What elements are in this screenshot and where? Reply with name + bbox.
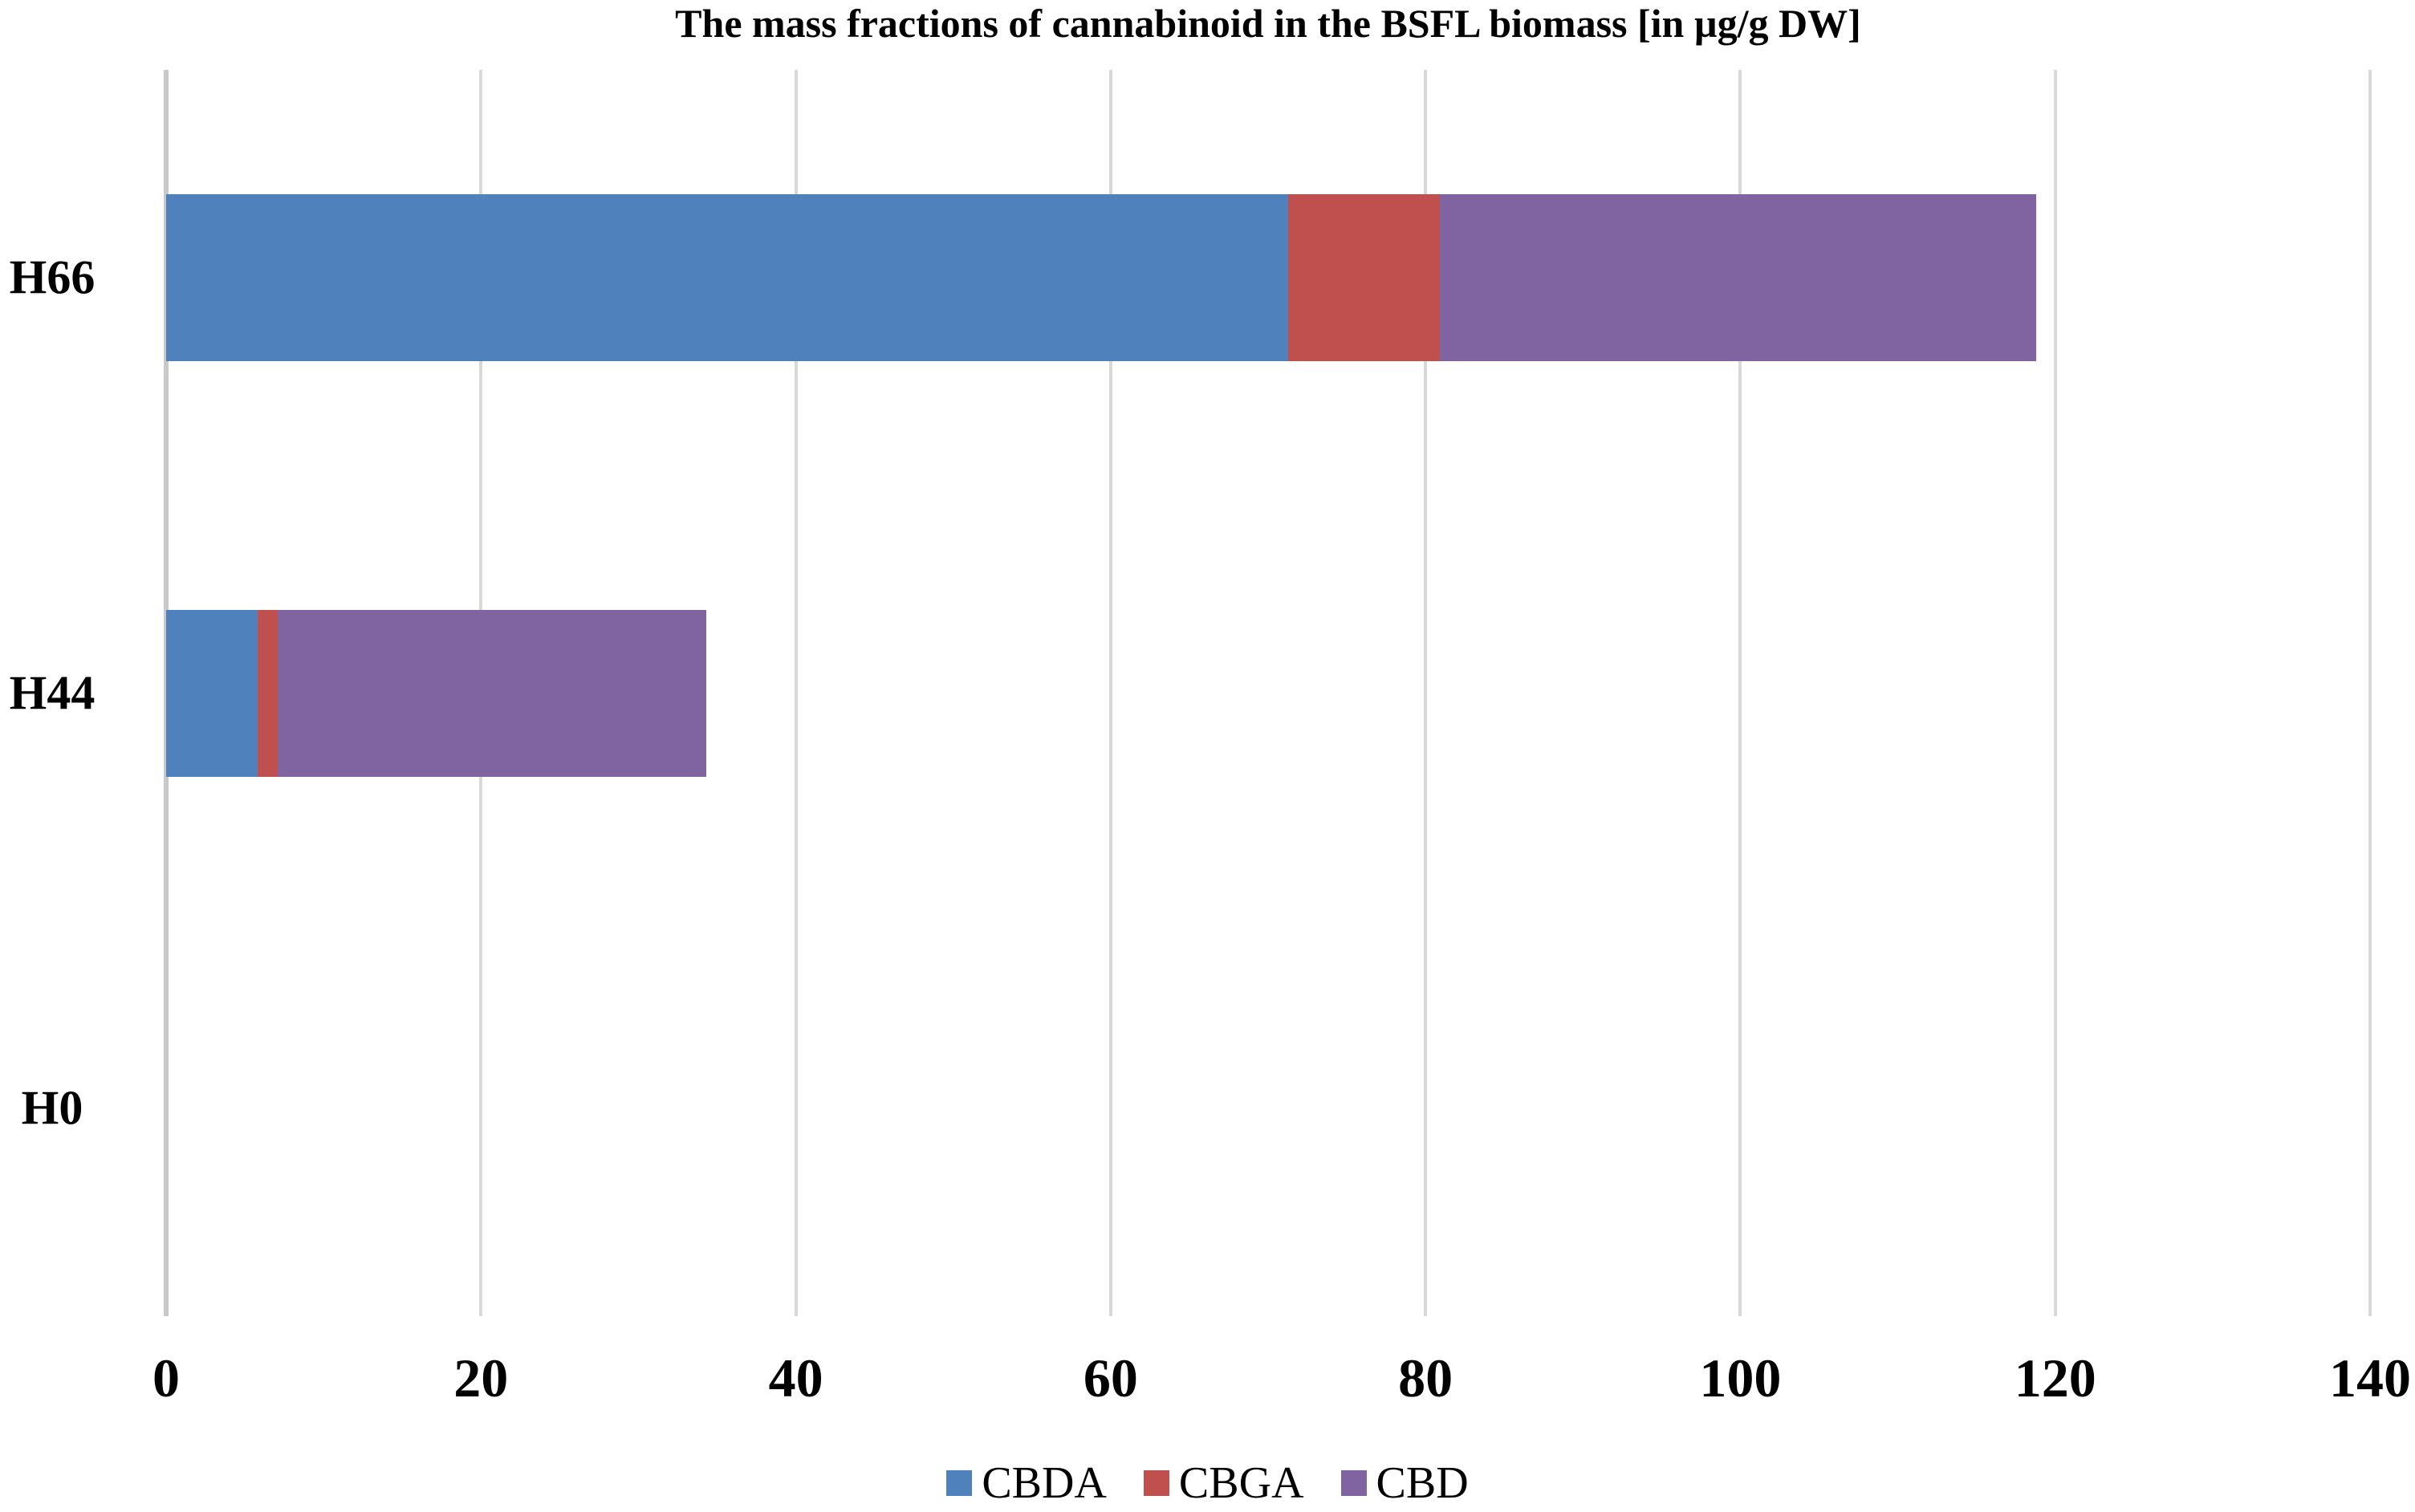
legend-swatch-cbd [1340, 1470, 1367, 1496]
category-label-h66: H66 [9, 250, 96, 304]
legend-item-cbga: CBGA [1143, 1457, 1304, 1509]
gridline [1424, 70, 1428, 1316]
x-tick-label: 40 [768, 1347, 823, 1408]
legend-item-cbda: CBDA [946, 1457, 1107, 1509]
legend-item-cbd: CBD [1340, 1457, 1469, 1509]
bar-segment-cbda-h66 [166, 193, 1289, 361]
gridline [1738, 70, 1742, 1316]
gridline [1108, 70, 1112, 1316]
legend-label: CBGA [1178, 1458, 1304, 1508]
bar-segment-cbd-h66 [1439, 193, 2037, 361]
category-axis: H66 H44 H0 [0, 70, 104, 1316]
category-label-h0: H0 [21, 1081, 83, 1135]
x-tick-label: 0 [152, 1347, 180, 1408]
bar-segment-cbga-h44 [257, 609, 278, 777]
x-tick-label: 120 [2014, 1347, 2096, 1408]
category-label-h44: H44 [9, 666, 96, 719]
bar-segment-cbda-h44 [166, 609, 258, 777]
gridline [2053, 70, 2057, 1316]
gridline [794, 70, 798, 1316]
legend-swatch-cbga [1143, 1470, 1169, 1496]
x-tick-label: 100 [1699, 1347, 1782, 1408]
legend-label: CBD [1376, 1458, 1469, 1508]
x-tick-label: 20 [453, 1347, 509, 1408]
plot-area [164, 70, 2372, 1316]
x-axis-tick-labels: 0 20 40 60 80 100 120 140 [152, 1347, 2411, 1411]
x-tick-label: 80 [1398, 1347, 1453, 1408]
gridline [2368, 70, 2372, 1316]
legend: CBDA CBGA CBD [0, 1457, 2415, 1509]
bar-segment-cbd-h44 [278, 609, 706, 777]
chart-title: The mass fractions of cannabinoid in the… [675, 1, 1861, 46]
bar-segment-cbga-h66 [1288, 193, 1440, 361]
legend-swatch-cbda [946, 1470, 973, 1496]
x-tick-label: 140 [2329, 1347, 2411, 1408]
x-tick-label: 60 [1083, 1347, 1138, 1408]
legend-label: CBDA [982, 1458, 1107, 1508]
